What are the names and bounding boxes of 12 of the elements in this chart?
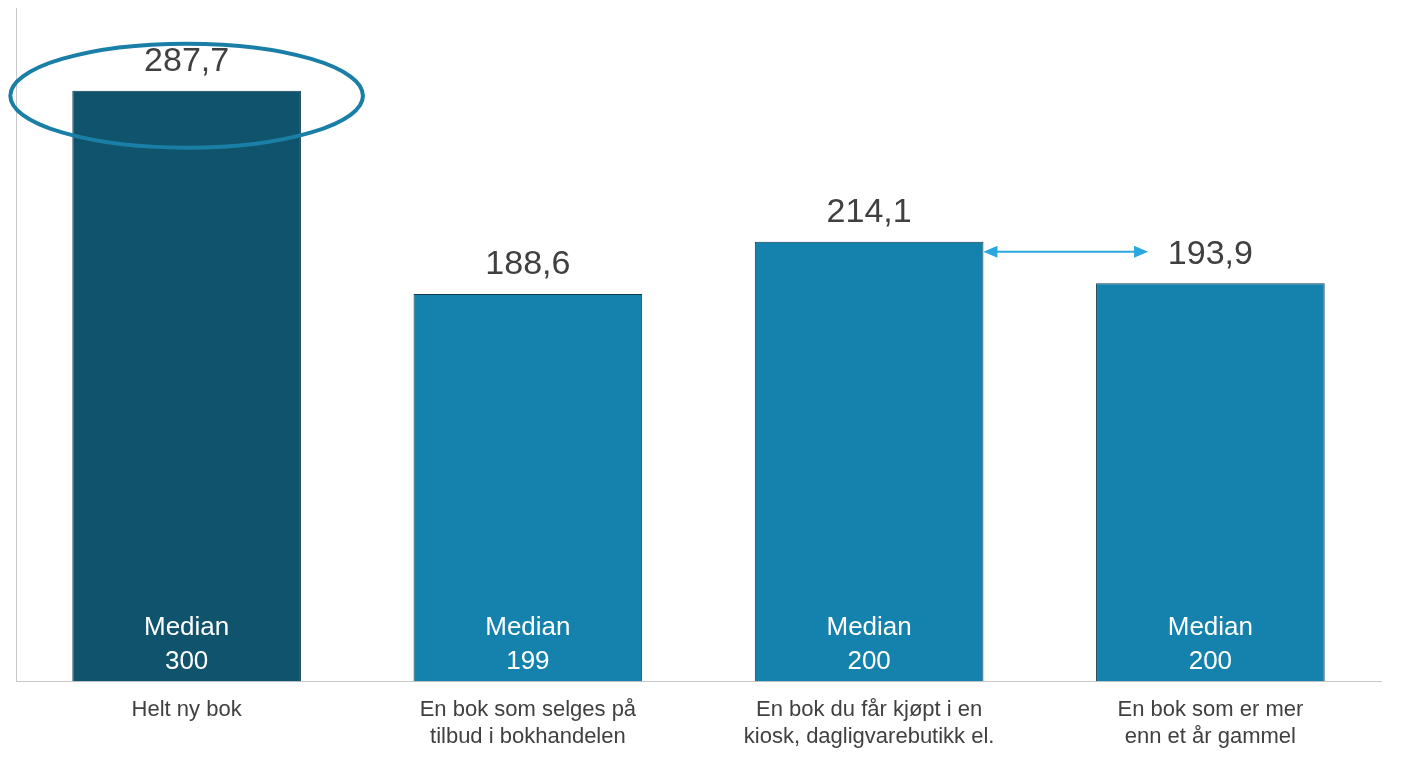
annotation: Median 300 [143,611,230,676]
annotation: Median 199 [485,611,571,676]
annotation: Median 200 [826,611,912,676]
data-label: 188,6 [485,243,571,282]
x-tick-label: En bok du får kjøpt i en kiosk, dagligvarebutikk el. [743,696,995,748]
data-label: 193,9 [1167,232,1253,271]
x-tick-label: En bok som er mer enn et år gammel [1117,696,1304,748]
data-label: 287,7 [144,40,230,79]
annotation: Median 200 [1167,611,1254,676]
x-tick-label: Helt ny bok [131,696,243,722]
data-label: 214,1 [826,191,912,230]
x-tick-label: En bok som selges på tilbud i bokhandelen [419,696,637,748]
